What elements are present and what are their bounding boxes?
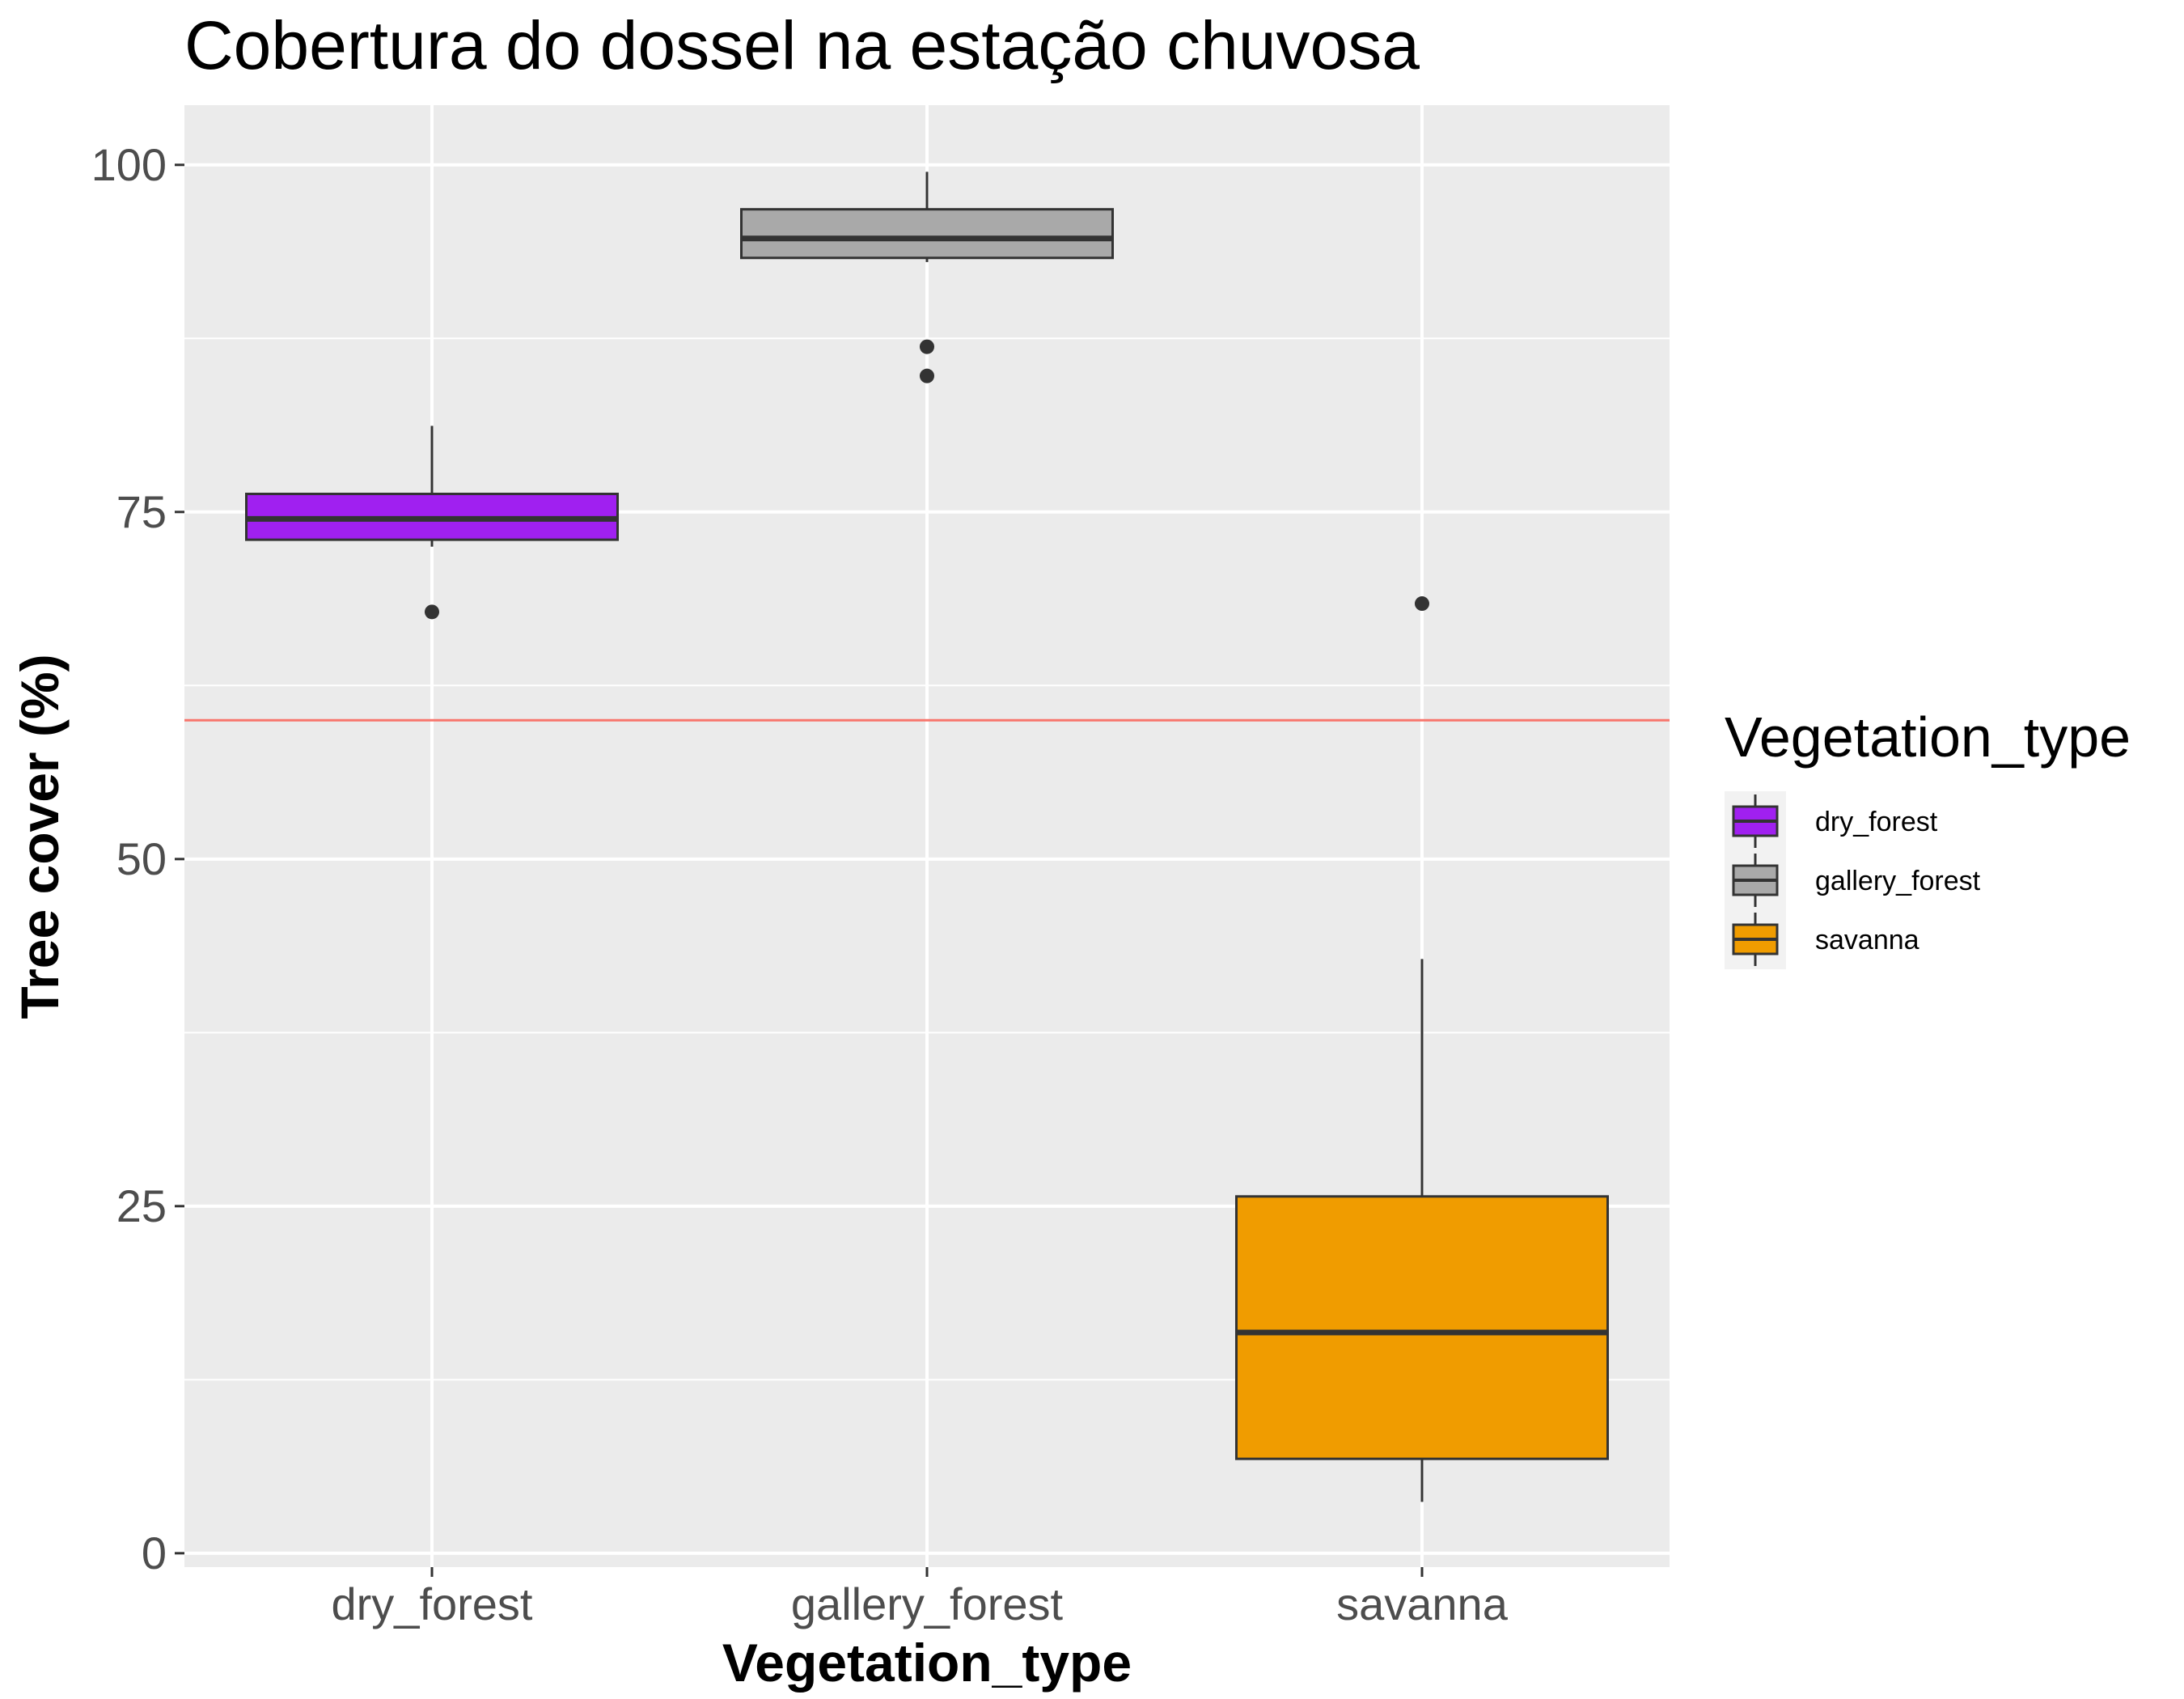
box-body [1235,1195,1609,1460]
boxes-group [245,172,1609,1502]
legend-item-dry_forest: dry_forest [1732,794,1938,848]
legend-label: savanna [1815,925,1919,955]
outlier-point [920,368,934,383]
legend-item-savanna: savanna [1732,913,1919,966]
y-tick-label: 25 [116,1180,167,1231]
x-tick-label: dry_forest [332,1578,533,1629]
box-savanna [1235,596,1609,1502]
outlier-point [1415,596,1429,612]
legend-label: gallery_forest [1815,866,1981,896]
legend-title: Vegetation_type [1725,705,2131,769]
legend-label: dry_forest [1815,807,1938,837]
box-body [740,208,1114,260]
x-axis: dry_forest gallery_forest savanna [332,1567,1509,1629]
y-tick-label: 75 [116,486,167,537]
chart-title: Cobertura do dossel na estação chuvosa [184,7,1420,83]
y-tick-label: 100 [91,139,167,190]
x-tick-label: savanna [1336,1578,1509,1629]
box-gallery_forest [740,172,1114,383]
outlier-point [920,339,934,354]
legend-item-gallery_forest: gallery_forest [1732,854,1981,907]
y-axis-title: Tree cover (%) [10,654,70,1019]
box-dry_forest [245,426,619,620]
y-tick-label: 0 [142,1527,167,1578]
x-tick-label: gallery_forest [791,1578,1064,1629]
x-axis-title: Vegetation_type [722,1633,1132,1693]
y-tick-label: 50 [116,833,167,884]
outlier-point [425,604,439,620]
y-axis: 0 25 50 75 100 [91,139,184,1578]
